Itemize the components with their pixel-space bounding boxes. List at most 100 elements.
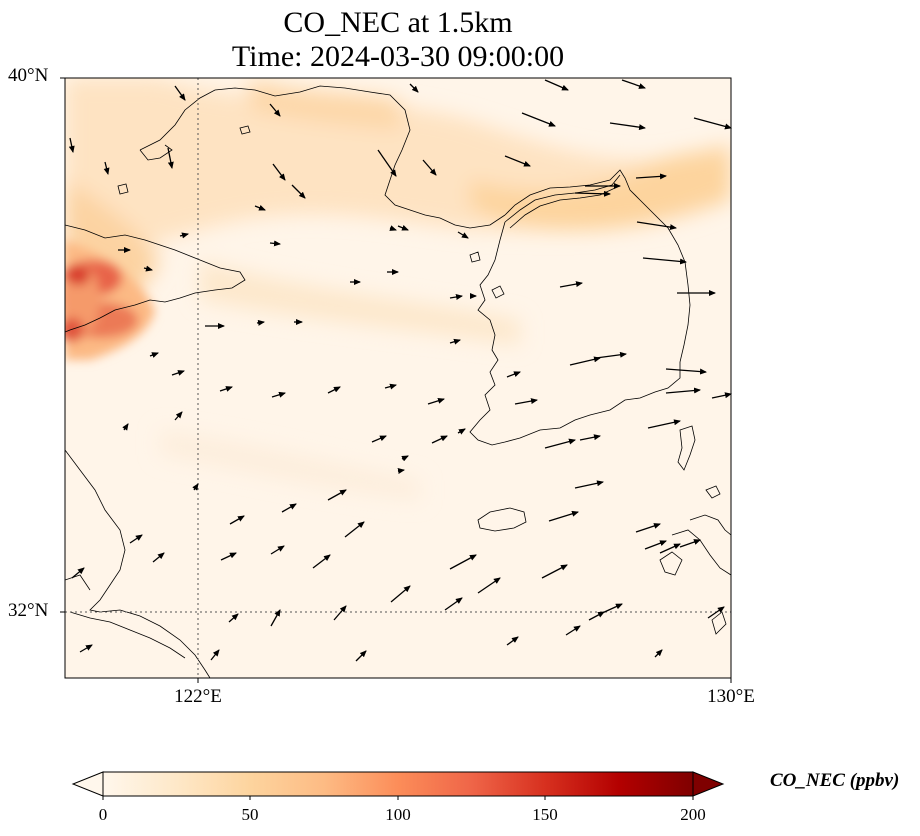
wind-arrow xyxy=(711,392,732,399)
wind-arrow xyxy=(504,155,531,167)
wind-arrow xyxy=(609,122,646,131)
wind-arrow xyxy=(574,480,604,489)
lon-tick-label: 122°E xyxy=(174,686,222,707)
wind-arrow xyxy=(559,281,583,288)
colorbar-label: CO_NEC (ppbv) xyxy=(770,770,900,791)
colorbar-tick-label: 50 xyxy=(241,805,259,824)
colorbar-tick-label: 0 xyxy=(98,805,108,824)
map-title-line2: Time: 2024-03-30 09:00:00 xyxy=(231,40,565,73)
wind-arrow xyxy=(544,438,576,449)
wind-arrow xyxy=(384,383,397,390)
wind-arrow xyxy=(270,545,285,555)
wind-arrow xyxy=(371,435,387,443)
wind-arrow xyxy=(79,644,93,653)
wind-arrow xyxy=(541,564,568,579)
wind-arrow xyxy=(291,184,306,199)
wind-arrow xyxy=(477,577,501,594)
lat-tick-label: 40°N xyxy=(8,65,49,86)
wind-arrow xyxy=(219,386,233,392)
wind-arrow xyxy=(642,257,687,265)
wind-arrow xyxy=(544,79,569,91)
wind-arrow xyxy=(327,489,347,501)
co-concentration-field xyxy=(65,78,731,678)
lon-tick-label: 130°E xyxy=(707,686,755,707)
colorbar-tick-label: 200 xyxy=(680,805,706,824)
wind-arrow xyxy=(344,521,365,538)
wind-arrow xyxy=(355,650,367,662)
wind-arrow xyxy=(548,510,579,522)
wind-arrow xyxy=(143,265,153,272)
wind-arrow xyxy=(409,83,419,93)
wind-arrow xyxy=(431,435,448,444)
wind-arrow xyxy=(647,419,681,429)
colorbar-extend-min xyxy=(71,771,104,797)
wind-arrow xyxy=(449,294,463,300)
wind-arrow xyxy=(377,149,397,177)
wind-arrow xyxy=(269,103,281,117)
wind-arrow xyxy=(272,163,286,181)
wind-arrow xyxy=(71,567,85,579)
wind-arrow xyxy=(659,543,681,554)
wind-arrow xyxy=(457,428,466,435)
wind-arrow xyxy=(693,117,732,130)
wind-arrow xyxy=(327,386,341,394)
wind-arrow xyxy=(635,173,667,180)
wind-arrow xyxy=(179,232,189,239)
colorbar-extend-max xyxy=(692,771,725,797)
wind-arrow xyxy=(665,387,701,394)
wind-arrow xyxy=(129,534,143,544)
wind-arrow xyxy=(569,356,601,366)
wind-arrow xyxy=(679,539,701,548)
wind-arrow xyxy=(171,370,185,376)
map-gridlines xyxy=(65,78,731,678)
wind-arrow xyxy=(506,371,521,378)
wind-arrow xyxy=(281,503,297,513)
map-frame xyxy=(64,77,732,679)
wind-arrow xyxy=(210,649,220,661)
wind-arrow xyxy=(228,613,239,623)
wind-arrow xyxy=(636,221,677,231)
wind-arrow xyxy=(654,649,663,658)
wind-arrow xyxy=(422,159,437,176)
wind-arrow xyxy=(256,319,265,326)
wind-arrow xyxy=(644,540,667,550)
wind-arrow xyxy=(401,455,409,462)
wind-arrow xyxy=(707,606,725,619)
wind-arrow xyxy=(312,554,331,569)
wind-arrow xyxy=(521,112,556,127)
wind-arrow xyxy=(390,585,411,603)
wind-arrow xyxy=(621,79,646,89)
wind-arrow xyxy=(457,231,469,239)
wind-arrow xyxy=(68,137,75,153)
wind-arrow xyxy=(514,398,538,405)
wind-arrow xyxy=(665,368,707,375)
map-title-line1: CO_NEC at 1.5km xyxy=(283,6,513,39)
wind-arrow xyxy=(103,161,110,175)
wind-arrow xyxy=(174,411,183,421)
wind-arrow xyxy=(635,523,661,533)
colorbar-gradient xyxy=(102,771,694,797)
wind-arrow xyxy=(449,554,477,570)
wind-arrow xyxy=(574,190,611,197)
wind-arrow xyxy=(270,609,281,627)
wind-arrow xyxy=(174,85,186,101)
colorbar xyxy=(71,771,725,800)
colorbar-tick-label: 150 xyxy=(532,805,558,824)
wind-arrow xyxy=(599,603,623,615)
wind-arrow xyxy=(595,351,627,359)
wind-arrow xyxy=(167,147,174,169)
colorbar-tick-label: 100 xyxy=(385,805,411,824)
wind-arrow xyxy=(152,552,165,563)
wind-arrow xyxy=(229,515,245,525)
wind-arrow xyxy=(122,423,129,431)
wind-vectors xyxy=(68,79,732,662)
lat-tick-label: 32°N xyxy=(8,600,49,621)
wind-arrow xyxy=(506,636,519,646)
wind-arrow xyxy=(397,468,405,474)
wind-arrow xyxy=(579,434,601,441)
wind-arrow xyxy=(269,240,281,247)
wind-arrow xyxy=(333,605,347,621)
wind-arrow xyxy=(565,625,581,636)
wind-arrow xyxy=(444,597,463,611)
